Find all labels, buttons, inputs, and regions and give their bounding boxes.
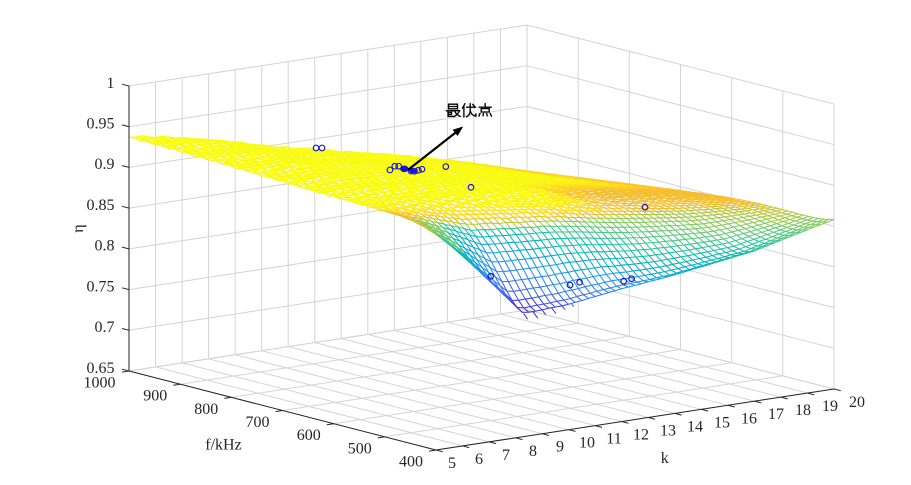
svg-text:500: 500	[348, 440, 372, 457]
svg-text:6: 6	[475, 451, 483, 468]
svg-text:0.85: 0.85	[87, 197, 115, 214]
svg-text:18: 18	[795, 402, 811, 419]
svg-text:700: 700	[246, 414, 270, 431]
svg-text:0.75: 0.75	[87, 278, 115, 295]
svg-text:0.95: 0.95	[87, 116, 115, 133]
svg-text:900: 900	[143, 388, 167, 405]
svg-text:1: 1	[107, 75, 115, 92]
svg-text:600: 600	[297, 427, 321, 444]
svg-text:0.65: 0.65	[87, 360, 115, 377]
svg-text:11: 11	[606, 431, 621, 448]
svg-text:8: 8	[529, 443, 537, 460]
svg-text:16: 16	[741, 410, 757, 427]
svg-text:20: 20	[849, 394, 865, 411]
svg-text:k: k	[661, 450, 669, 467]
svg-text:400: 400	[399, 454, 423, 471]
svg-text:η: η	[70, 224, 87, 232]
svg-text:7: 7	[502, 447, 510, 464]
svg-text:10: 10	[579, 435, 595, 452]
svg-text:5: 5	[448, 455, 456, 472]
svg-text:0.9: 0.9	[95, 156, 115, 173]
svg-text:9: 9	[556, 439, 564, 456]
svg-text:17: 17	[768, 406, 784, 423]
svg-text:15: 15	[714, 414, 730, 431]
svg-text:13: 13	[660, 423, 676, 440]
svg-text:19: 19	[822, 398, 838, 415]
svg-text:14: 14	[687, 418, 703, 435]
svg-text:1000: 1000	[84, 375, 116, 392]
svg-text:0.7: 0.7	[95, 319, 115, 336]
svg-text:12: 12	[633, 427, 649, 444]
svg-text:0.8: 0.8	[95, 238, 115, 255]
svg-text:f/kHz: f/kHz	[205, 437, 241, 454]
svg-text:800: 800	[194, 401, 218, 418]
